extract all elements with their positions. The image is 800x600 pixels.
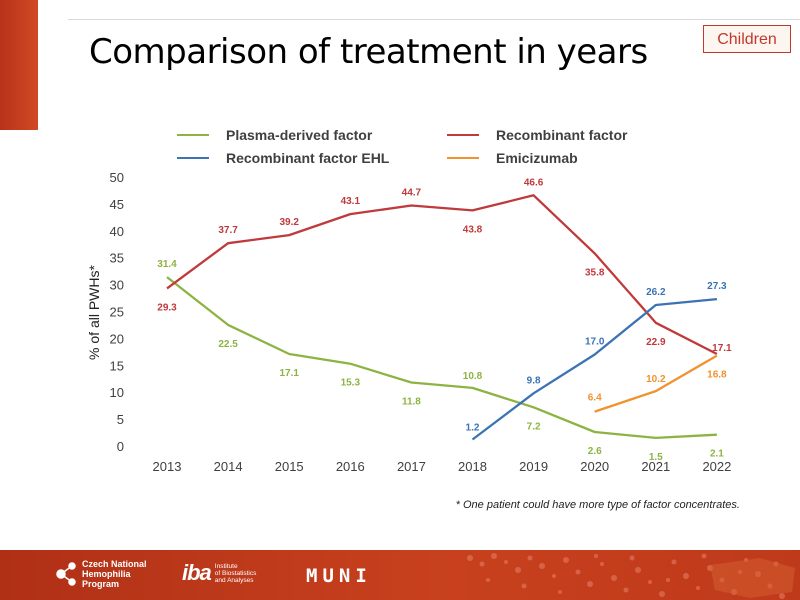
iba-logo-text: Institute of Biostatistics and Analyses [215, 563, 257, 584]
series-line-1 [166, 194, 718, 356]
data-label: 46.6 [524, 177, 544, 188]
footer-bar: Czech National Hemophilia Program iba In… [0, 550, 800, 600]
y-tick-label: 20 [110, 331, 124, 346]
y-tick-label: 0 [117, 439, 124, 454]
x-tick-label: 2020 [580, 459, 609, 474]
iba-logo: iba Institute of Biostatistics and Analy… [182, 560, 256, 586]
data-label: 39.2 [279, 217, 299, 228]
legend-item-ehl: Recombinant factor EHL [177, 150, 389, 166]
legend-label-emicizumab: Emicizumab [496, 150, 578, 166]
top-rule [68, 19, 800, 20]
children-badge: Children [703, 25, 791, 53]
y-axis-label: % of all PWHs* [86, 264, 102, 359]
data-label: 9.8 [527, 375, 541, 386]
x-tick-label: 2019 [519, 459, 548, 474]
data-label: 43.1 [341, 196, 361, 207]
series-line-0 [166, 276, 717, 440]
legend-item-emicizumab: Emicizumab [447, 150, 578, 166]
slide-accent-bar [0, 0, 38, 130]
legend-swatch-recombinant [447, 133, 479, 137]
cnhp-logo-text: Czech National Hemophilia Program [82, 559, 147, 589]
x-tick-label: 2022 [702, 459, 731, 474]
x-tick-label: 2013 [153, 459, 182, 474]
footnote: * One patient could have more type of fa… [455, 499, 740, 511]
data-label: 15.3 [341, 378, 361, 389]
data-label: 29.3 [157, 302, 177, 313]
data-label: 1.5 [649, 452, 663, 463]
data-label: 22.9 [646, 337, 666, 348]
iba-line-1: Institute [214, 562, 238, 570]
data-label: 22.5 [218, 339, 238, 350]
muni-logo: MUNI [306, 565, 372, 587]
data-label: 1.2 [466, 423, 480, 434]
data-label: 31.4 [157, 259, 177, 270]
legend-swatch-ehl [177, 156, 209, 160]
data-label: 7.2 [527, 421, 541, 432]
legend-item-recombinant: Recombinant factor [447, 127, 627, 143]
data-label: 26.2 [646, 287, 666, 298]
x-tick-label: 2015 [275, 459, 304, 474]
cnhp-network-icon [56, 562, 76, 586]
legend-label-ehl: Recombinant factor EHL [226, 150, 390, 166]
x-tick-label: 2021 [641, 459, 670, 474]
data-label: 17.0 [585, 337, 605, 348]
x-tick-label: 2016 [336, 459, 365, 474]
x-tick-label: 2017 [397, 459, 426, 474]
y-tick-label: 50 [110, 170, 124, 185]
x-tick-label: 2014 [214, 459, 243, 474]
cnhp-line-3: Program [82, 579, 120, 589]
legend-label-recombinant: Recombinant factor [496, 127, 628, 143]
cnhp-line-1: Czech National [82, 559, 147, 569]
y-tick-label: 25 [110, 305, 124, 320]
data-label: 2.6 [588, 446, 602, 457]
y-tick-label: 35 [110, 251, 124, 266]
iba-line-3: and Analyses [214, 576, 254, 584]
cnhp-logo: Czech National Hemophilia Program [56, 559, 147, 589]
y-tick-label: 30 [110, 278, 124, 293]
data-label: 43.8 [463, 224, 483, 235]
y-tick-label: 15 [110, 358, 124, 373]
data-label: 10.2 [646, 374, 666, 385]
data-label: 37.7 [218, 225, 238, 236]
legend-swatch-plasma [177, 133, 209, 137]
legend-swatch-emicizumab [447, 156, 479, 160]
data-label: 16.8 [707, 370, 727, 381]
series-line-2 [471, 297, 718, 441]
data-label: 17.1 [712, 343, 732, 354]
slide-title: Comparison of treatment in years [89, 32, 648, 72]
data-label: 44.7 [402, 188, 422, 199]
legend-item-plasma: Plasma-derived factor [177, 127, 372, 143]
data-label: 2.1 [710, 449, 724, 460]
data-label: 10.8 [463, 371, 483, 382]
dot-pattern-decoration [467, 553, 795, 599]
y-tick-label: 40 [110, 224, 124, 239]
cnhp-line-2: Hemophilia [82, 569, 131, 579]
y-tick-label: 10 [110, 385, 124, 400]
iba-logo-mark: iba [182, 560, 212, 585]
data-label: 17.1 [279, 368, 299, 379]
data-label: 35.8 [585, 267, 605, 278]
y-tick-label: 5 [117, 412, 124, 427]
data-label: 11.8 [402, 397, 421, 408]
data-label: 6.4 [588, 393, 602, 404]
legend-label-plasma: Plasma-derived factor [226, 127, 373, 143]
iba-line-2: of Biostatistics [214, 569, 257, 577]
data-label: 27.3 [707, 281, 727, 292]
x-tick-label: 2018 [458, 459, 487, 474]
series-line-3 [594, 354, 718, 413]
y-tick-label: 45 [110, 197, 124, 212]
